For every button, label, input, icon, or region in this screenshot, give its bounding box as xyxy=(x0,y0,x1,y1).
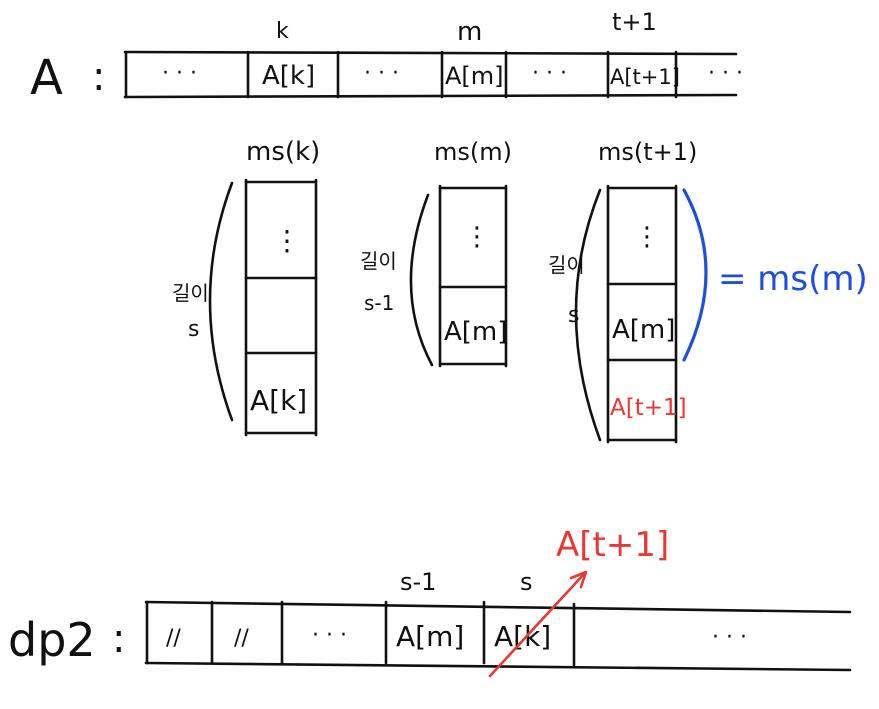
array-a-cell-ak: A[k] xyxy=(262,61,315,91)
ms-k-cell-ak: A[k] xyxy=(250,384,307,417)
ms-t1-paren xyxy=(574,188,602,442)
array-a-cell-at1: A[t+1] xyxy=(610,65,680,89)
array-a-cell-dots-2: · · · xyxy=(364,61,399,86)
ms-m-cell-am: A[m] xyxy=(444,317,507,347)
array-a-cell-dots-3: · · · xyxy=(532,61,567,86)
dp2-cell-dots: · · · xyxy=(312,623,347,648)
replacement-arrow xyxy=(488,570,588,678)
array-a-index-t1: t+1 xyxy=(612,8,657,36)
array-a-index-k: k xyxy=(276,19,289,44)
replacement-label: A[t+1] xyxy=(556,525,669,565)
ms-t1-length-label: 길이 xyxy=(548,253,585,277)
blue-annotation: = ms(m) xyxy=(718,259,868,299)
dp2-cell-2: // xyxy=(234,626,249,651)
ms-m-length-value: s-1 xyxy=(364,291,394,315)
ms-t1-title: ms(t+1) xyxy=(598,138,697,166)
ms-t1-blue-brace xyxy=(682,188,708,362)
ms-m-title: ms(m) xyxy=(434,138,512,166)
dp2-cell-ak: A[k] xyxy=(494,620,551,653)
ms-k-column xyxy=(244,178,318,437)
array-a-colon: : xyxy=(92,54,105,100)
ms-k-paren xyxy=(208,181,234,422)
ms-k-title: ms(k) xyxy=(246,137,320,167)
dp2-index-s-1: s-1 xyxy=(400,568,436,596)
ms-t1-length-value: s xyxy=(568,303,579,328)
array-a-label: A xyxy=(30,50,63,106)
ms-m-dots: ⋮ xyxy=(464,222,490,252)
ms-t1-dots: ⋮ xyxy=(634,222,660,252)
ms-k-length-label: 길이 xyxy=(172,281,209,305)
ms-m-column xyxy=(438,184,508,368)
dp2-cell-trailing-dots: · · · xyxy=(712,625,747,650)
ms-t1-column xyxy=(606,184,678,444)
dp2-cell-am: A[m] xyxy=(396,620,464,653)
array-a-strip xyxy=(123,50,738,99)
ms-t1-cell-at1: A[t+1] xyxy=(610,395,687,421)
ms-m-paren xyxy=(409,193,434,367)
ms-t1-cell-am: A[m] xyxy=(612,315,675,345)
array-a-cell-dots-1: · · · xyxy=(162,61,197,86)
dp2-index-s: s xyxy=(520,568,533,596)
array-a-cell-am: A[m] xyxy=(445,62,504,90)
ms-k-length-value: s xyxy=(188,317,199,342)
dp2-cell-1: // xyxy=(166,626,181,651)
ms-k-dots: ⋮ xyxy=(273,224,301,257)
array-a-cell-dots-4: · · · xyxy=(708,61,743,86)
dp2-label: dp2 xyxy=(8,613,96,667)
ms-m-length-label: 길이 xyxy=(360,249,397,273)
array-a-index-m: m xyxy=(457,17,482,47)
dp2-colon: : xyxy=(112,616,125,662)
